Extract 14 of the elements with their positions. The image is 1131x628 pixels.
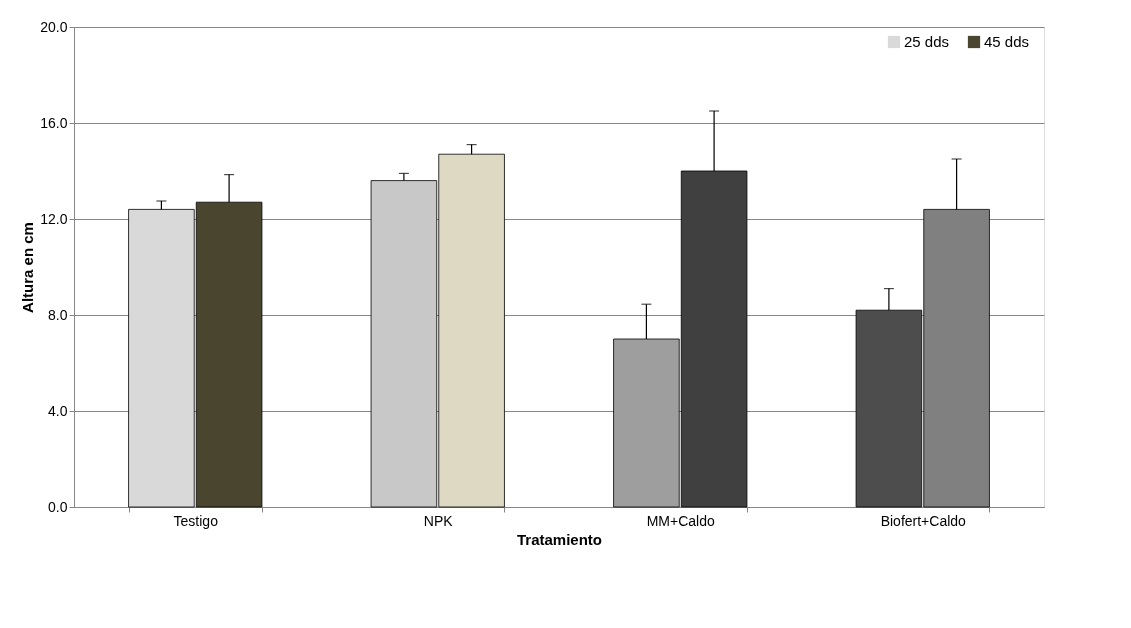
y-tick-label: 16.0 bbox=[40, 114, 68, 131]
y-tick-label: 0.0 bbox=[48, 498, 68, 515]
y-tick-label: 20.0 bbox=[40, 18, 68, 35]
x-tick-label: MM+Caldo bbox=[646, 512, 715, 529]
legend-label: 25 dds bbox=[904, 33, 950, 50]
y-tick-label: 8.0 bbox=[48, 306, 68, 323]
x-tick-label: Biofert+Caldo bbox=[880, 512, 967, 529]
x-tick-label: NPK bbox=[423, 512, 454, 529]
legend-label: 45 dds bbox=[984, 33, 1030, 50]
y-axis-title: Altura en cm bbox=[19, 222, 37, 313]
x-axis-title: Tratamiento bbox=[516, 530, 603, 548]
y-tick-label: 4.0 bbox=[48, 402, 68, 419]
y-tick-label: 12.0 bbox=[40, 210, 68, 227]
x-tick-label: Testigo bbox=[173, 512, 219, 529]
